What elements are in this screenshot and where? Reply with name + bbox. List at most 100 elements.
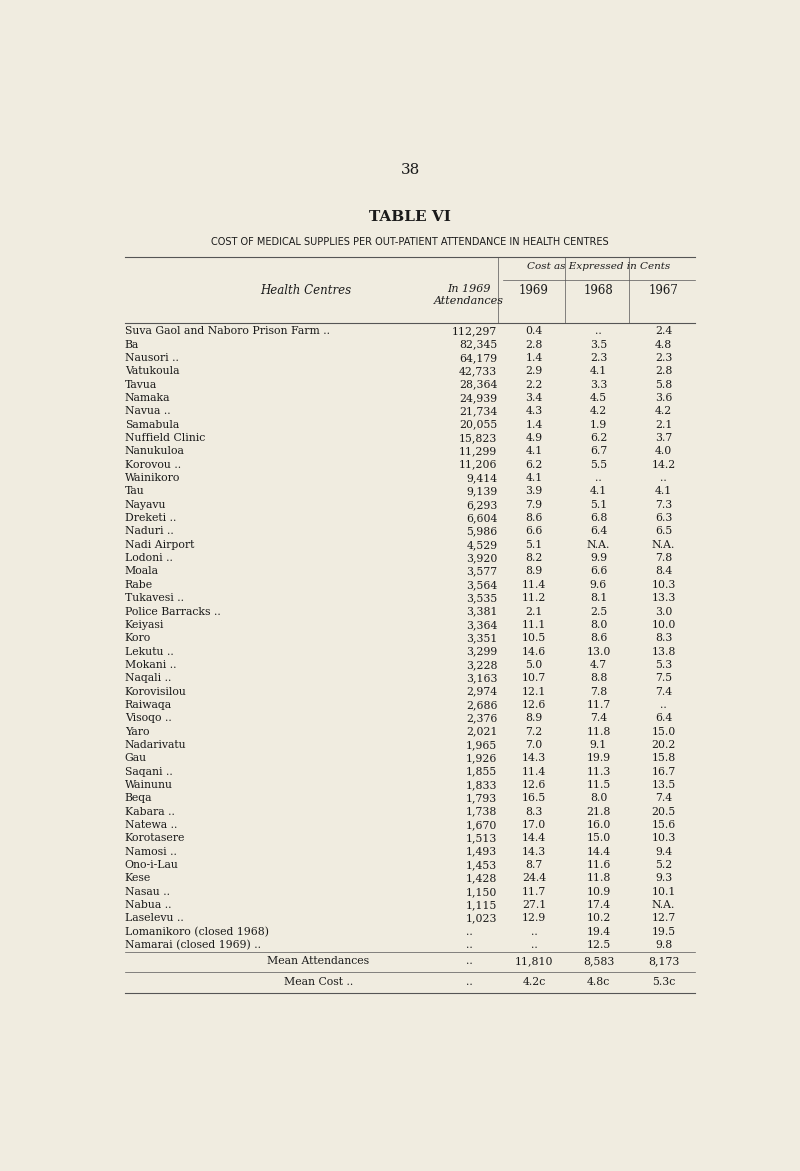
- Text: 6,293: 6,293: [466, 500, 498, 509]
- Text: Kabara ..: Kabara ..: [125, 807, 174, 816]
- Text: 15.0: 15.0: [586, 834, 610, 843]
- Text: Nabua ..: Nabua ..: [125, 900, 171, 910]
- Text: 6.2: 6.2: [526, 460, 542, 470]
- Text: 2.2: 2.2: [526, 379, 542, 390]
- Text: 4.2c: 4.2c: [522, 977, 546, 987]
- Text: 1967: 1967: [649, 283, 678, 297]
- Text: 10.7: 10.7: [522, 673, 546, 683]
- Text: 2.9: 2.9: [526, 367, 542, 376]
- Text: ..: ..: [660, 473, 667, 484]
- Text: 6.2: 6.2: [590, 433, 607, 443]
- Text: 12.9: 12.9: [522, 913, 546, 924]
- Text: 14.3: 14.3: [522, 753, 546, 763]
- Text: 12.1: 12.1: [522, 686, 546, 697]
- Text: ..: ..: [466, 926, 472, 937]
- Text: 9.4: 9.4: [655, 847, 672, 857]
- Text: 1,738: 1,738: [466, 807, 498, 816]
- Text: 8.0: 8.0: [590, 619, 607, 630]
- Text: 10.5: 10.5: [522, 634, 546, 643]
- Text: Lodoni ..: Lodoni ..: [125, 553, 173, 563]
- Text: Ono-i-Lau: Ono-i-Lau: [125, 860, 178, 870]
- Text: Wainikoro: Wainikoro: [125, 473, 180, 484]
- Text: 4.1: 4.1: [526, 446, 542, 457]
- Text: Namaka: Namaka: [125, 393, 170, 403]
- Text: 14.2: 14.2: [651, 460, 676, 470]
- Text: 1,428: 1,428: [466, 874, 498, 883]
- Text: 7.4: 7.4: [655, 793, 672, 803]
- Text: 8.0: 8.0: [590, 793, 607, 803]
- Text: 3,564: 3,564: [466, 580, 498, 590]
- Text: 8.3: 8.3: [526, 807, 542, 816]
- Text: 1969: 1969: [519, 283, 549, 297]
- Text: 7.4: 7.4: [655, 686, 672, 697]
- Text: 19.5: 19.5: [651, 926, 676, 937]
- Text: 19.4: 19.4: [586, 926, 610, 937]
- Text: 42,733: 42,733: [459, 367, 498, 376]
- Text: 9.8: 9.8: [655, 940, 672, 950]
- Text: 5.1: 5.1: [590, 500, 607, 509]
- Text: 3.3: 3.3: [590, 379, 607, 390]
- Text: 7.4: 7.4: [590, 713, 607, 724]
- Text: 8.6: 8.6: [526, 513, 542, 523]
- Text: 4.5: 4.5: [590, 393, 607, 403]
- Text: Visoqo ..: Visoqo ..: [125, 713, 171, 724]
- Text: 6,604: 6,604: [466, 513, 498, 523]
- Text: Moala: Moala: [125, 567, 158, 576]
- Text: 3.6: 3.6: [655, 393, 672, 403]
- Text: 3.7: 3.7: [655, 433, 672, 443]
- Text: Naduri ..: Naduri ..: [125, 527, 174, 536]
- Text: 20.5: 20.5: [651, 807, 676, 816]
- Text: Mean Attendances: Mean Attendances: [267, 957, 370, 966]
- Text: 4.1: 4.1: [655, 486, 672, 497]
- Text: ..: ..: [466, 940, 472, 950]
- Text: Nuffield Clinic: Nuffield Clinic: [125, 433, 205, 443]
- Text: Vatukoula: Vatukoula: [125, 367, 179, 376]
- Text: Namosi ..: Namosi ..: [125, 847, 177, 857]
- Text: Nayavu: Nayavu: [125, 500, 166, 509]
- Text: 11.8: 11.8: [586, 726, 610, 737]
- Text: 10.0: 10.0: [651, 619, 676, 630]
- Text: 1.4: 1.4: [526, 419, 542, 430]
- Text: Tavua: Tavua: [125, 379, 157, 390]
- Text: 8.4: 8.4: [655, 567, 672, 576]
- Text: N.A.: N.A.: [652, 540, 675, 549]
- Text: Nanukuloa: Nanukuloa: [125, 446, 185, 457]
- Text: 1968: 1968: [584, 283, 614, 297]
- Text: 2,021: 2,021: [466, 726, 498, 737]
- Text: 7.0: 7.0: [526, 740, 542, 749]
- Text: 2.1: 2.1: [655, 419, 672, 430]
- Text: 3,381: 3,381: [466, 607, 498, 616]
- Text: Nadarivatu: Nadarivatu: [125, 740, 186, 749]
- Text: Suva Gaol and Naboro Prison Farm ..: Suva Gaol and Naboro Prison Farm ..: [125, 327, 330, 336]
- Text: 11.3: 11.3: [586, 767, 610, 776]
- Text: Mean Cost ..: Mean Cost ..: [284, 977, 353, 987]
- Text: 11.8: 11.8: [586, 874, 610, 883]
- Text: 8.6: 8.6: [590, 634, 607, 643]
- Text: 6.5: 6.5: [655, 527, 672, 536]
- Text: 10.2: 10.2: [586, 913, 610, 924]
- Text: Nadi Airport: Nadi Airport: [125, 540, 194, 549]
- Text: 8.3: 8.3: [655, 634, 672, 643]
- Text: Keiyasi: Keiyasi: [125, 619, 164, 630]
- Text: In 1969
Attendances: In 1969 Attendances: [434, 283, 504, 307]
- Text: 10.3: 10.3: [651, 834, 676, 843]
- Text: 11.7: 11.7: [586, 700, 610, 710]
- Text: 11.4: 11.4: [522, 580, 546, 590]
- Text: 6.3: 6.3: [655, 513, 672, 523]
- Text: 2.5: 2.5: [590, 607, 607, 616]
- Text: 2.3: 2.3: [590, 352, 607, 363]
- Text: Lomanikoro (closed 1968): Lomanikoro (closed 1968): [125, 926, 269, 937]
- Text: 64,179: 64,179: [459, 352, 498, 363]
- Text: 21,734: 21,734: [459, 406, 498, 417]
- Text: Lekutu ..: Lekutu ..: [125, 646, 174, 657]
- Text: 8,173: 8,173: [648, 957, 679, 966]
- Text: 14.4: 14.4: [522, 834, 546, 843]
- Text: 5.5: 5.5: [590, 460, 607, 470]
- Text: 3.4: 3.4: [526, 393, 542, 403]
- Text: Saqani ..: Saqani ..: [125, 767, 173, 776]
- Text: 1,115: 1,115: [466, 900, 498, 910]
- Text: 4.2: 4.2: [655, 406, 672, 417]
- Text: Wainunu: Wainunu: [125, 780, 173, 790]
- Text: 11.6: 11.6: [586, 860, 610, 870]
- Text: Namarai (closed 1969) ..: Namarai (closed 1969) ..: [125, 940, 261, 951]
